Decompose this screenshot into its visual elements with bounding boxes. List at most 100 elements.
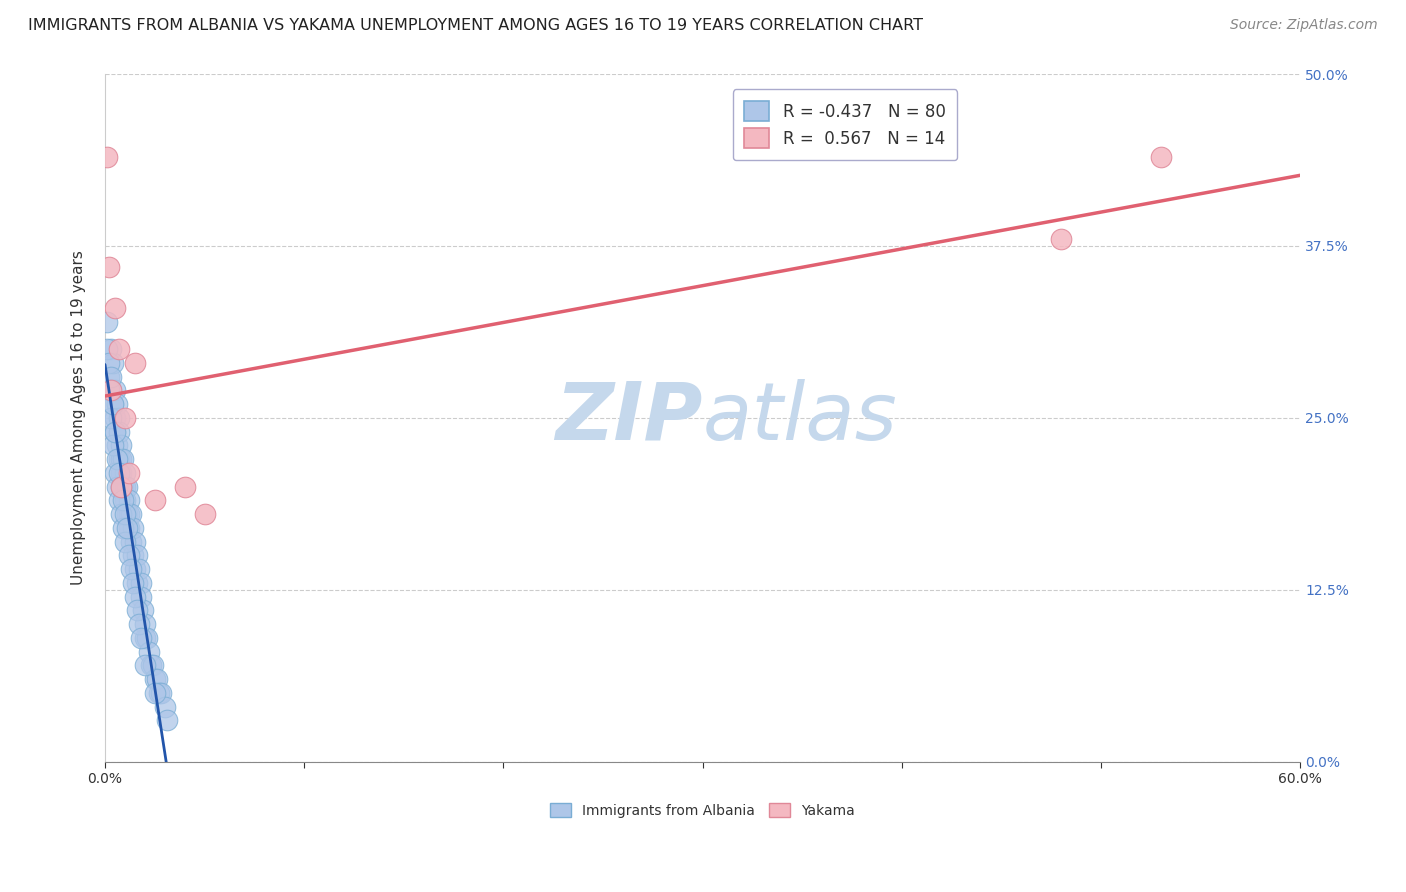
Point: [134, 658, 156, 673]
Point: [105, 397, 128, 411]
Point: [114, 507, 136, 521]
Point: [143, 493, 166, 508]
Point: [122, 576, 145, 591]
Point: [98, 356, 121, 370]
Point: [111, 452, 134, 467]
Point: [148, 686, 170, 700]
Point: [108, 425, 131, 439]
Point: [104, 466, 127, 480]
Point: [111, 521, 134, 535]
Point: [125, 549, 148, 563]
Point: [96, 315, 118, 329]
Point: [124, 356, 146, 370]
Point: [118, 493, 141, 508]
Point: [104, 384, 127, 398]
Point: [118, 507, 141, 521]
Point: [114, 480, 136, 494]
Point: [101, 356, 124, 370]
Point: [111, 480, 134, 494]
Point: [100, 384, 122, 398]
Point: [114, 410, 136, 425]
Point: [124, 562, 146, 576]
Point: [100, 410, 122, 425]
Text: IMMIGRANTS FROM ALBANIA VS YAKAMA UNEMPLOYMENT AMONG AGES 16 TO 19 YEARS CORRELA: IMMIGRANTS FROM ALBANIA VS YAKAMA UNEMPL…: [28, 18, 924, 33]
Point: [149, 686, 172, 700]
Point: [124, 534, 146, 549]
Point: [98, 384, 121, 398]
Point: [1150, 150, 1173, 164]
Point: [110, 480, 132, 494]
Point: [132, 603, 155, 617]
Point: [105, 452, 128, 467]
Point: [153, 699, 176, 714]
Point: [100, 369, 122, 384]
Point: [118, 549, 141, 563]
Point: [128, 617, 150, 632]
Point: [96, 150, 118, 164]
Point: [120, 562, 142, 576]
Point: [104, 410, 127, 425]
Point: [118, 521, 141, 535]
Point: [120, 507, 142, 521]
Point: [156, 714, 179, 728]
Point: [114, 534, 136, 549]
Point: [104, 425, 127, 439]
Point: [115, 521, 138, 535]
Point: [124, 590, 146, 604]
Point: [120, 534, 142, 549]
Point: [115, 480, 138, 494]
Point: [143, 686, 166, 700]
Point: [194, 507, 217, 521]
Point: [135, 631, 157, 645]
Point: [110, 452, 132, 467]
Legend: Immigrants from Albania, Yakama: Immigrants from Albania, Yakama: [544, 797, 860, 823]
Point: [108, 466, 131, 480]
Text: Source: ZipAtlas.com: Source: ZipAtlas.com: [1230, 18, 1378, 32]
Point: [100, 384, 122, 398]
Point: [128, 562, 150, 576]
Point: [122, 549, 145, 563]
Point: [110, 438, 132, 452]
Point: [142, 658, 165, 673]
Point: [129, 631, 152, 645]
Point: [111, 493, 134, 508]
Point: [101, 397, 124, 411]
Text: ZIP: ZIP: [555, 379, 703, 457]
Point: [110, 480, 132, 494]
Point: [108, 452, 131, 467]
Point: [98, 369, 121, 384]
Point: [129, 576, 152, 591]
Point: [134, 631, 156, 645]
Point: [115, 507, 138, 521]
Point: [125, 603, 148, 617]
Point: [1050, 232, 1073, 246]
Point: [173, 480, 195, 494]
Point: [146, 672, 169, 686]
Point: [105, 480, 128, 494]
Point: [114, 493, 136, 508]
Point: [98, 260, 121, 274]
Point: [134, 617, 156, 632]
Point: [101, 438, 124, 452]
Point: [139, 658, 162, 673]
Point: [104, 301, 127, 315]
Point: [101, 397, 124, 411]
Point: [114, 466, 136, 480]
Point: [138, 645, 160, 659]
Text: atlas: atlas: [703, 379, 897, 457]
Point: [110, 466, 132, 480]
Point: [110, 507, 132, 521]
Point: [108, 342, 131, 356]
Point: [96, 342, 118, 356]
Point: [105, 438, 128, 452]
Point: [108, 410, 131, 425]
Point: [129, 590, 152, 604]
Point: [100, 342, 122, 356]
Point: [108, 493, 131, 508]
Point: [143, 672, 166, 686]
Y-axis label: Unemployment Among Ages 16 to 19 years: Unemployment Among Ages 16 to 19 years: [72, 251, 86, 585]
Point: [104, 425, 127, 439]
Point: [125, 576, 148, 591]
Point: [122, 521, 145, 535]
Point: [118, 466, 141, 480]
